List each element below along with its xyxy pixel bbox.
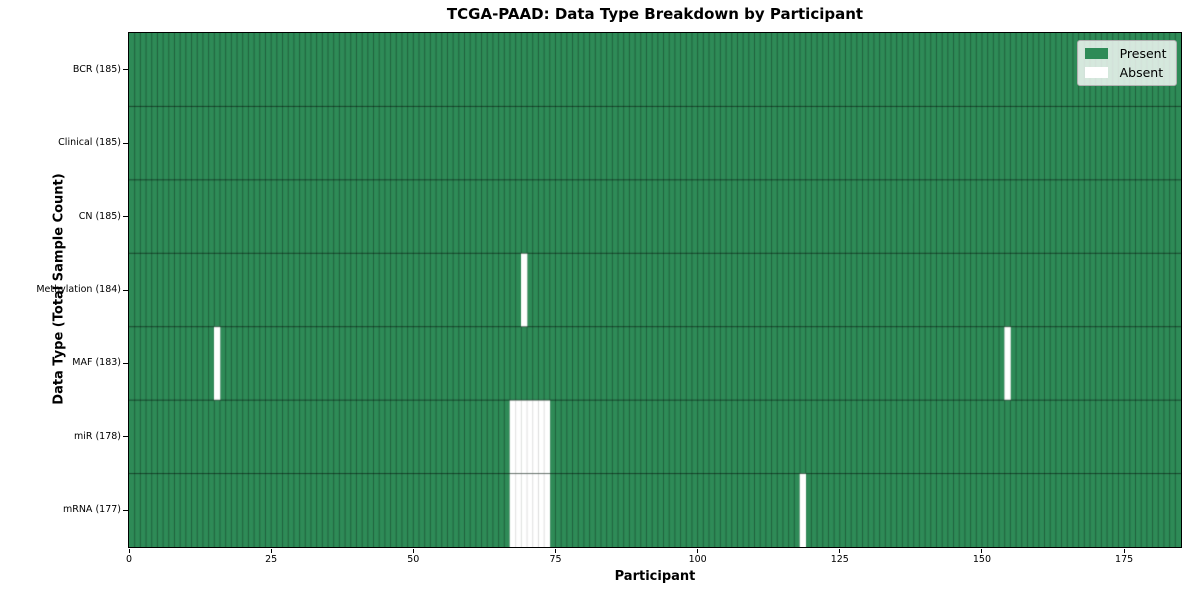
y-tick-label-Clinical: Clinical (185): [58, 137, 121, 149]
x-tick-mark: [697, 548, 699, 553]
x-tick-label-150: 150: [972, 554, 992, 565]
x-tick-label-25: 25: [265, 554, 278, 565]
y-tick-mark: [122, 69, 128, 71]
chart-title: TCGA-PAAD: Data Type Breakdown by Partic…: [446, 5, 864, 23]
legend-swatch-absent-icon: [1084, 66, 1108, 78]
y-tick-mark: [122, 436, 128, 438]
legend-swatch-present-icon: [1084, 47, 1108, 59]
y-tick-mark: [122, 289, 128, 291]
legend: Present Absent: [1076, 39, 1177, 86]
y-tick-label-miR: miR (178): [73, 430, 121, 442]
y-tick-label-MAF: MAF (183): [72, 357, 121, 369]
y-tick-mark: [122, 362, 128, 364]
x-tick-mark: [270, 548, 272, 553]
x-tick-label-50: 50: [407, 554, 420, 565]
y-tick-mark: [122, 509, 128, 511]
x-tick-mark: [554, 548, 556, 553]
legend-item-present: Present: [1084, 45, 1167, 61]
legend-label-absent: Absent: [1119, 64, 1164, 80]
x-tick-label-100: 100: [688, 554, 707, 565]
heatmap-canvas: [128, 32, 1181, 547]
x-tick-mark: [128, 548, 130, 553]
y-tick-label-Methylation: Methylation (184): [36, 284, 121, 295]
legend-item-absent: Absent: [1084, 64, 1167, 80]
x-tick-mark: [1123, 548, 1125, 553]
y-tick-label-CN: CN (185): [78, 210, 121, 222]
plot-area: Present Absent: [127, 31, 1182, 548]
x-tick-label-175: 175: [1115, 554, 1134, 565]
x-tick-mark: [981, 548, 983, 553]
x-tick-label-0: 0: [125, 554, 133, 565]
x-tick-label-75: 75: [549, 554, 562, 565]
y-tick-mark: [122, 216, 128, 218]
x-axis-label: Participant: [614, 569, 696, 584]
y-tick-label-BCR: BCR (185): [72, 63, 121, 75]
y-tick-mark: [122, 142, 128, 144]
x-tick-mark: [412, 548, 414, 553]
x-tick-label-125: 125: [830, 554, 849, 565]
y-tick-label-mRNA: mRNA (177): [62, 504, 121, 516]
x-tick-mark: [839, 548, 841, 553]
legend-label-present: Present: [1119, 45, 1167, 61]
